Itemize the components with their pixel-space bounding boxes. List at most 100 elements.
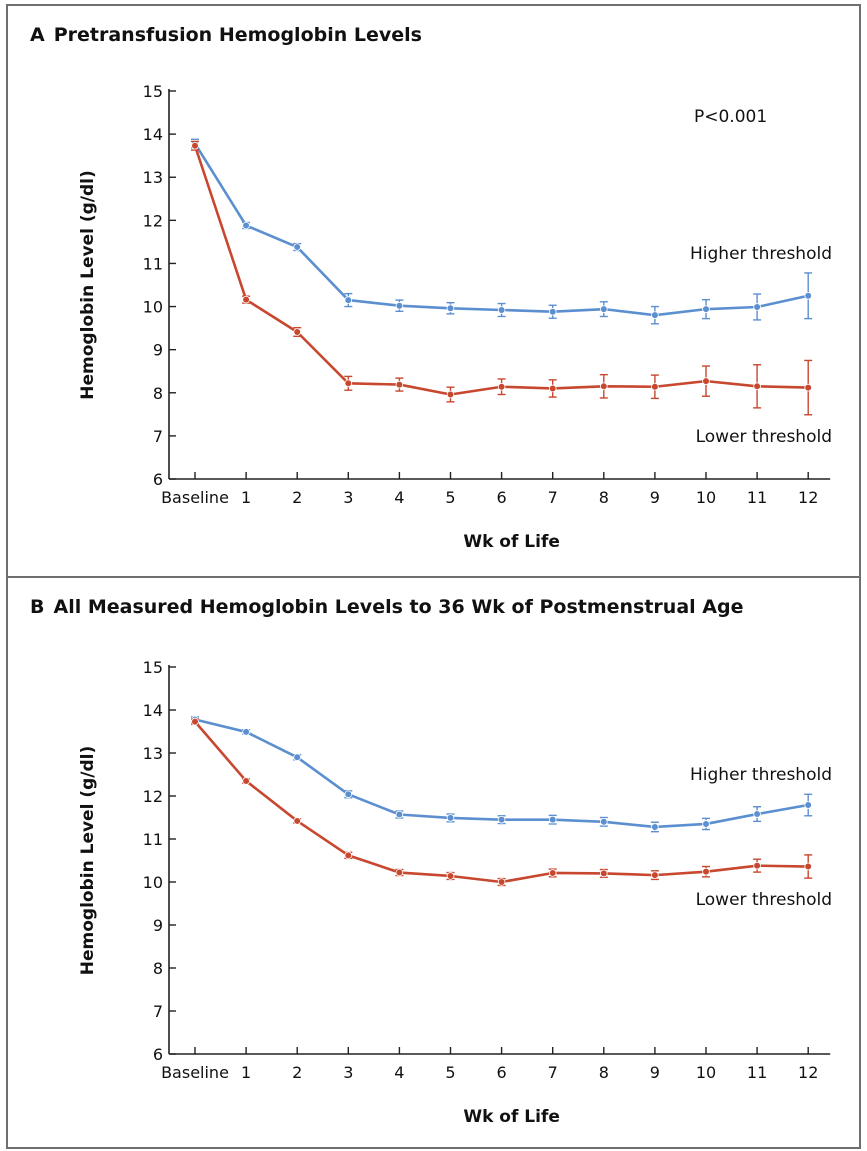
chart-b-higher-point xyxy=(344,790,353,799)
chart-a-x-tick-label: 10 xyxy=(696,488,716,507)
chart-a-y-tick-label: 11 xyxy=(143,254,163,273)
chart-a-y-tick-label: 8 xyxy=(153,384,163,403)
chart-b-higher-point xyxy=(804,801,812,809)
chart-a-higher-point xyxy=(702,305,710,313)
chart-b-y-tick-label: 15 xyxy=(143,658,163,677)
chart-b-lower-point xyxy=(242,777,250,785)
chart-a-lower-point xyxy=(446,390,455,399)
panel-b-title: B All Measured Hemoglobin Levels to 36 Wk… xyxy=(30,596,743,618)
chart-b-x-tick-label: 5 xyxy=(445,1063,455,1082)
chart-a-x-tick-label: 7 xyxy=(548,488,558,507)
chart-a-x-tick-label: 11 xyxy=(747,488,767,507)
chart-b-lower-point xyxy=(293,817,302,825)
chart-a-higher-point xyxy=(242,221,250,230)
chart-b-lower-point xyxy=(702,867,710,876)
chart-a-lower-point xyxy=(651,382,659,391)
chart-b-lower-point xyxy=(446,872,455,880)
chart-a-y-tick-label: 7 xyxy=(153,427,163,446)
chart-b-x-tick-label: 12 xyxy=(798,1063,818,1082)
chart-b-lower-point xyxy=(395,868,404,877)
panel-b-title-text: All Measured Hemoglobin Levels to 36 Wk … xyxy=(53,596,744,618)
chart-b-higher-point xyxy=(395,810,404,819)
panel-b: B All Measured Hemoglobin Levels to 36 Wk… xyxy=(6,578,861,1149)
chart-b-higher-point xyxy=(599,818,608,826)
chart-b-higher-point xyxy=(753,810,761,818)
chart-b-lower-point xyxy=(548,869,557,877)
chart-b-lower-line xyxy=(194,720,809,884)
chart-b-higher-point xyxy=(293,753,302,762)
chart-b-series-lower xyxy=(191,717,813,887)
chart-b-x-tick-label: 8 xyxy=(599,1063,609,1082)
chart-a-lower-point xyxy=(702,377,710,385)
chart-b-x-tick-label: 3 xyxy=(343,1063,353,1082)
chart-a-lower-point xyxy=(395,380,404,389)
chart-b-higher-point xyxy=(702,820,710,828)
chart-a-higher-point xyxy=(599,305,608,313)
chart-b-y-tick-label: 6 xyxy=(153,1045,163,1064)
chart-b-x-tick-label: 9 xyxy=(650,1063,660,1082)
chart-b-higher-point xyxy=(651,823,659,831)
chart-a-higher-point xyxy=(651,311,659,319)
chart-b-lower-point xyxy=(599,869,608,878)
chart-b-y-tick-label: 14 xyxy=(143,701,163,720)
chart-a-y-tick-label: 9 xyxy=(153,341,163,360)
chart-b-x-tick-label: 2 xyxy=(292,1063,302,1082)
chart-a-lower-point xyxy=(293,328,302,336)
chart-a-lower-point xyxy=(242,295,250,304)
chart-a-x-tick-label: 5 xyxy=(445,488,455,507)
chart-a-series-higher xyxy=(191,138,813,325)
chart-a-higher-point xyxy=(497,306,506,314)
chart-b-x-tick-label: 7 xyxy=(548,1063,558,1082)
chart-a-x-tick-label: 6 xyxy=(497,488,507,507)
chart-b-x-tick-label: 1 xyxy=(241,1063,251,1082)
chart-b-lower-point xyxy=(753,861,761,870)
chart-a-y-tick-label: 14 xyxy=(143,125,163,144)
chart-a-y-tick-label: 15 xyxy=(143,82,163,101)
chart-b-x-tick-label: 4 xyxy=(394,1063,404,1082)
chart-a-series-lower xyxy=(191,140,813,416)
chart-a-higher-point xyxy=(293,243,302,251)
chart-a-higher-threshold-label: Higher threshold xyxy=(690,244,832,264)
chart-b-higher-point xyxy=(242,728,250,736)
chart-a-y-tick-label: 10 xyxy=(143,298,163,317)
chart-b-higher-point xyxy=(497,815,506,824)
chart-b-x-tick-label: Baseline xyxy=(161,1063,229,1082)
chart-b-higher-threshold-label: Higher threshold xyxy=(690,765,832,785)
chart-b-x-tick-label: 6 xyxy=(497,1063,507,1082)
chart-b-lower-threshold-label: Lower threshold xyxy=(696,890,832,910)
chart-b-lower-point xyxy=(497,878,506,886)
chart-b-y-tick-label: 11 xyxy=(143,830,163,849)
chart-a-higher-point xyxy=(446,304,455,313)
chart-a-x-tick-label: 1 xyxy=(241,488,251,507)
chart-a-x-tick-label: 4 xyxy=(394,488,404,507)
chart-a-x-tick-label: 2 xyxy=(292,488,302,507)
chart-b-y-tick-label: 7 xyxy=(153,1002,163,1021)
chart-b-x-tick-label: 11 xyxy=(747,1063,767,1082)
chart-a-x-axis-title: Wk of Life xyxy=(463,532,560,552)
chart-b-y-tick-label: 10 xyxy=(143,873,163,892)
chart-b-y-tick-label: 8 xyxy=(153,959,163,978)
chart-b-lower-point xyxy=(344,851,353,860)
chart-a-lower-threshold-label: Lower threshold xyxy=(696,427,832,447)
chart-a-y-tick-label: 13 xyxy=(143,168,163,187)
chart-a-y-axis-title: Hemoglobin Level (g/dl) xyxy=(78,170,98,399)
chart-b-x-tick-label: 10 xyxy=(696,1063,716,1082)
chart-a-higher-point xyxy=(344,296,353,304)
chart-a-lower-point xyxy=(753,382,761,391)
chart-b-y-tick-label: 13 xyxy=(143,744,163,763)
chart-a-x-tick-label: 3 xyxy=(343,488,353,507)
chart-b-x-axis-title: Wk of Life xyxy=(463,1107,560,1127)
chart-a-x-tick-label: 8 xyxy=(599,488,609,507)
chart-b-lower-point xyxy=(804,862,812,871)
chart-a-higher-point xyxy=(804,291,812,300)
panel-a: A Pretransfusion Hemoglobin Levels 6 7 8 9 10… xyxy=(6,4,861,578)
chart-a-higher-point xyxy=(395,301,404,310)
panel-a-letter: A xyxy=(30,24,45,46)
chart-b-higher-point xyxy=(446,814,455,822)
chart-a-lower-point xyxy=(548,384,557,393)
panel-a-title-text: Pretransfusion Hemoglobin Levels xyxy=(53,24,422,46)
panel-b-letter: B xyxy=(30,596,45,618)
chart-a-lower-point xyxy=(804,383,812,392)
